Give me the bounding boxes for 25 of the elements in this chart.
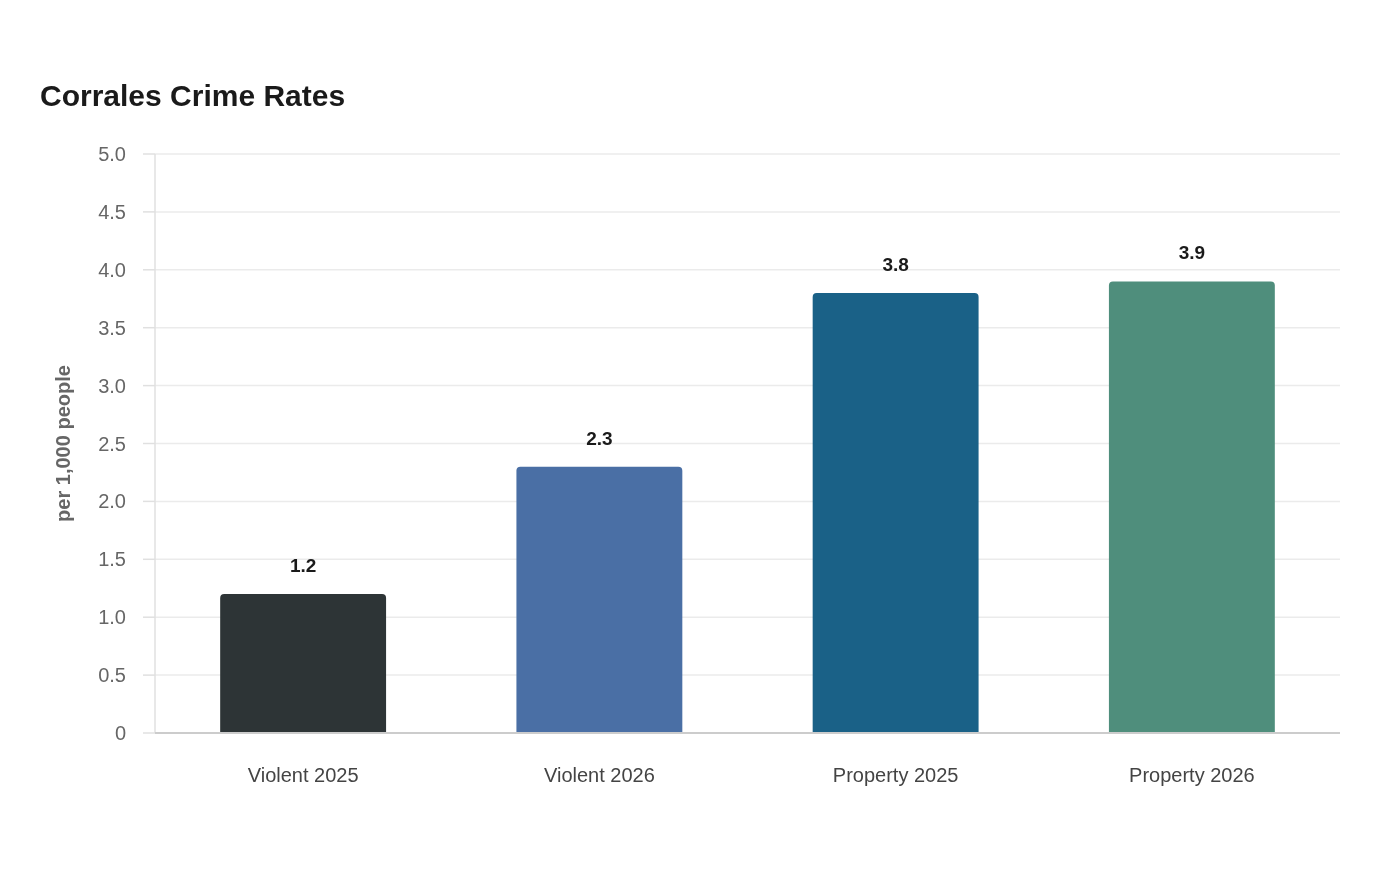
x-tick-label: Property 2026	[1129, 764, 1255, 786]
y-tick-label: 2.0	[98, 490, 126, 513]
data-label: 2.3	[586, 427, 613, 449]
y-tick-label: 1.5	[98, 548, 126, 571]
x-tick-label: Property 2025	[832, 764, 959, 786]
bar	[1108, 281, 1275, 733]
y-tick-label: 5.0	[98, 143, 126, 165]
y-axis-title: per 1,000 people	[52, 365, 74, 522]
y-tick-label: 2.5	[98, 432, 126, 455]
y-tick-label: 3.5	[98, 316, 126, 339]
chart-title: Corrales Crime Rates	[40, 79, 346, 112]
x-tick-label: Violent 2025	[247, 764, 359, 786]
data-label: 1.2	[289, 555, 317, 577]
y-tick-label: 3.0	[98, 374, 126, 397]
y-tick-label: 4.0	[98, 258, 126, 281]
data-label: 3.9	[1178, 242, 1206, 264]
y-tick-label: 1.0	[98, 606, 126, 629]
x-tick-label: Violent 2026	[543, 764, 655, 786]
y-tick-label: 0	[114, 722, 126, 744]
bar	[220, 594, 387, 733]
data-label: 3.8	[882, 253, 909, 275]
y-tick-label: 0.5	[98, 664, 126, 687]
y-tick-label: 4.5	[98, 200, 126, 223]
bar	[812, 292, 979, 733]
bar	[516, 466, 683, 733]
